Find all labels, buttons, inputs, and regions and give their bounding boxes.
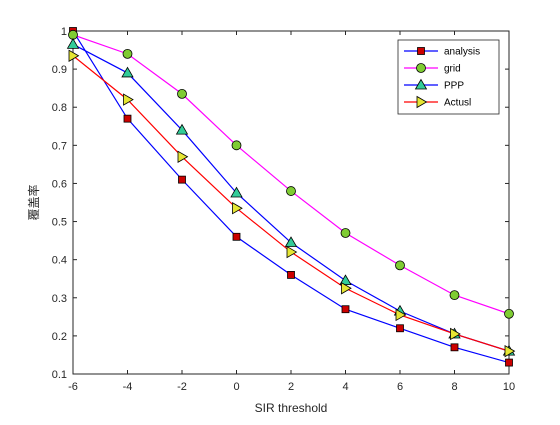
data-point-actusl [123, 93, 134, 106]
data-point-actusl [341, 282, 352, 295]
y-tick-label: 0.8 [52, 102, 67, 114]
y-tick-label: 0.4 [52, 255, 67, 267]
data-point-ppp [175, 123, 189, 135]
legend-label-actusl: Actusl [444, 98, 471, 109]
data-point-analysis [450, 343, 459, 352]
data-point-analysis [341, 305, 350, 314]
x-tick-label: 8 [451, 381, 457, 393]
data-point-actusl [286, 245, 298, 259]
x-tick-label: 2 [288, 381, 294, 393]
data-point-grid [122, 48, 133, 59]
y-tick-label: 0.5 [52, 217, 67, 229]
y-tick-label: 0.6 [52, 178, 67, 190]
legend-marker-actusl [416, 95, 428, 109]
y-tick-label: 0.1 [52, 369, 67, 381]
data-point-actusl [504, 344, 516, 358]
legend-marker-ppp [414, 78, 428, 90]
x-tick-label: -4 [123, 381, 133, 393]
data-point-grid [177, 88, 187, 99]
data-point-actusl [395, 308, 407, 322]
y-tick-label: 1 [61, 26, 67, 38]
data-point-actusl [450, 327, 461, 341]
data-point-grid [231, 140, 242, 151]
data-point-grid [340, 228, 351, 238]
data-point-actusl [232, 202, 243, 215]
data-point-analysis [232, 232, 241, 241]
legend-marker-analysis [417, 47, 425, 55]
x-tick-label: 0 [233, 381, 239, 393]
data-point-analysis [287, 271, 295, 279]
data-point-analysis [123, 114, 132, 123]
data-point-ppp [230, 186, 243, 198]
data-point-grid [68, 29, 78, 40]
data-point-analysis [396, 324, 404, 333]
legend-marker-grid [416, 63, 426, 73]
legend-label-analysis: analysis [444, 47, 480, 58]
x-axis-label: SIR threshold [255, 401, 328, 415]
legend-label-grid: grid [444, 64, 461, 75]
x-tick-label: 10 [503, 381, 515, 393]
data-point-grid [286, 186, 296, 196]
x-tick-label: -6 [68, 381, 78, 393]
data-point-grid [449, 290, 460, 301]
y-tick-label: 0.9 [52, 64, 67, 76]
y-tick-label: 0.2 [52, 331, 67, 343]
x-tick-label: -2 [177, 381, 187, 393]
data-point-actusl [68, 49, 80, 62]
data-point-analysis [505, 358, 513, 367]
data-point-analysis [178, 175, 186, 184]
data-point-ppp [284, 236, 298, 247]
x-tick-label: 6 [397, 381, 403, 393]
x-tick-label: 4 [342, 381, 348, 393]
data-point-actusl [177, 150, 189, 163]
y-tick-label: 0.7 [52, 140, 67, 152]
y-axis-label: 覆盖率 [26, 184, 41, 220]
data-point-grid [395, 260, 405, 271]
legend-label-ppp: PPP [444, 81, 464, 92]
data-point-ppp [121, 66, 134, 78]
data-point-grid [504, 308, 514, 319]
y-tick-label: 0.3 [52, 293, 67, 305]
data-point-ppp [66, 38, 80, 49]
